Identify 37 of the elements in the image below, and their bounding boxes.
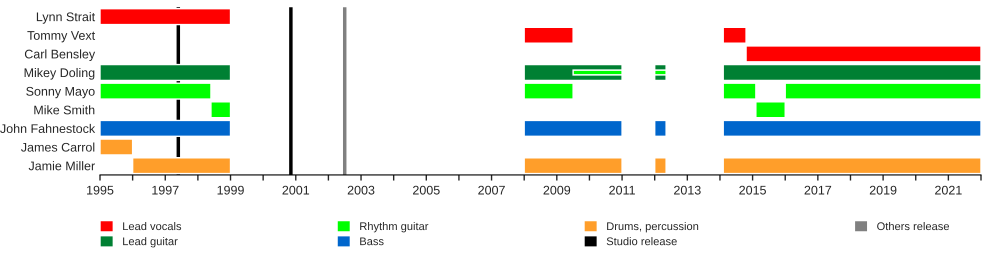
x-tick-label: 2001	[282, 186, 310, 195]
bar	[523, 26, 574, 44]
x-tick-label: 2005	[413, 186, 440, 195]
x-tick-label: 1999	[218, 186, 244, 195]
x-tick-label: 1995	[87, 186, 114, 195]
legend-label: Lead vocals	[123, 222, 182, 230]
bar	[722, 157, 981, 174]
x-tick-label: 2007	[478, 186, 505, 195]
x-tick-label: 2015	[739, 186, 766, 195]
bar	[523, 157, 623, 174]
y-tick-label: Sonny Mayo	[26, 86, 95, 98]
bar	[523, 120, 623, 138]
y-tick-label: Jamie Miller	[28, 161, 95, 170]
x-tick-label: 2003	[348, 186, 374, 195]
y-tick-label: Lynn Strait	[36, 12, 96, 24]
bar	[654, 120, 667, 138]
legend-label: Bass	[360, 237, 384, 246]
x-tick-label: 2017	[804, 186, 832, 195]
x-tick-label: 2013	[674, 186, 701, 195]
y-tick-label: Carl Bensley	[24, 49, 96, 61]
bar	[654, 157, 667, 174]
y-tick-label: James Carrol	[21, 142, 94, 152]
legend-label: Drums, percussion	[607, 222, 698, 232]
y-tick-label: John Fahnestock	[0, 124, 96, 134]
x-tick-label: 2011	[609, 186, 635, 195]
x-tick-label: 2019	[870, 186, 896, 195]
legend-label: Studio release	[606, 237, 677, 246]
x-tick-label: 2009	[544, 186, 570, 195]
y-tick-label: Mikey Doling	[24, 68, 94, 80]
y-tick-label: Mike Smith	[34, 105, 94, 114]
x-tick-label: 2021	[935, 186, 962, 195]
legend-label: Rhythm guitar	[360, 222, 428, 232]
legend-label: Lead guitar	[123, 237, 178, 248]
x-tick-label: 1997	[152, 186, 179, 195]
legend-label: Others release	[877, 222, 950, 230]
y-tick-label: Tommy Vext	[27, 31, 96, 42]
bar	[100, 8, 232, 26]
